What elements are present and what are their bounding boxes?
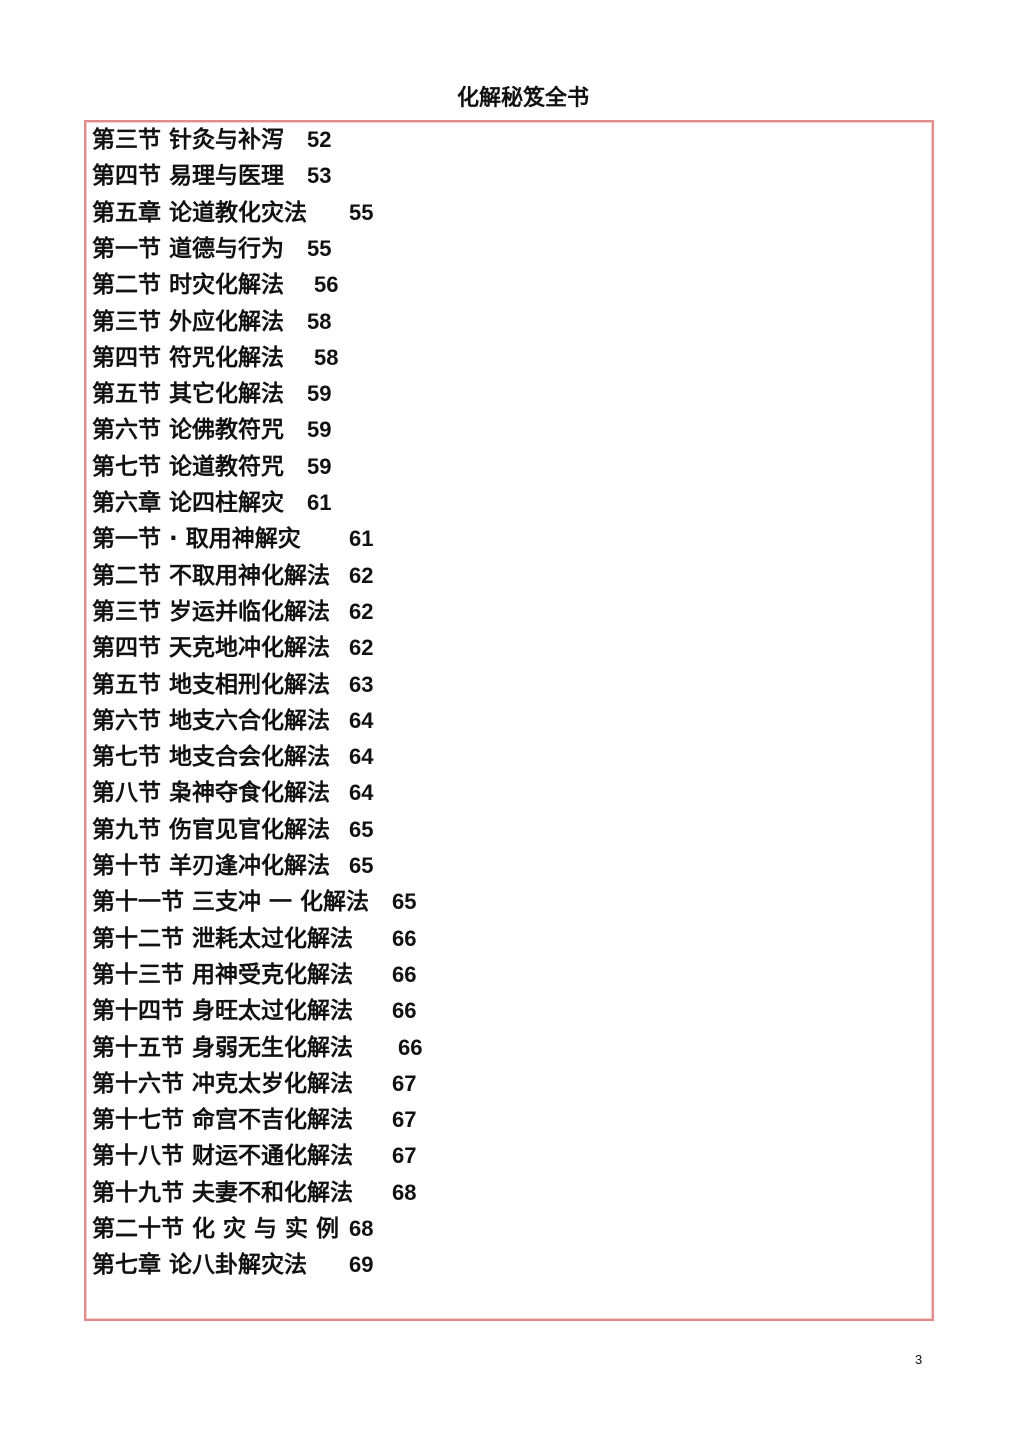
toc-entry-title: 第二节 不取用神化解法 xyxy=(92,562,331,589)
toc-entry-title: 第五节 地支相刑化解法 xyxy=(92,671,331,698)
toc-entry[interactable]: 第三节 外应化解法 58 xyxy=(92,304,331,340)
toc-frame xyxy=(84,120,934,1321)
toc-entry[interactable]: 第三节 岁运并临化解法 62 xyxy=(92,594,373,630)
toc-entry[interactable]: 第十节 羊刃逢冲化解法 65 xyxy=(92,848,373,884)
toc-entry-page: 64 xyxy=(349,744,374,770)
toc-entry-page: 66 xyxy=(392,961,417,987)
toc-entry[interactable]: 第十二节 泄耗太过化解法 66 xyxy=(92,921,416,957)
toc-entry[interactable]: 第七节 地支合会化解法 64 xyxy=(92,739,373,775)
toc-entry[interactable]: 第四节 易理与医理 53 xyxy=(92,158,331,194)
toc-entry-page: 59 xyxy=(307,453,332,479)
toc-entry-page: 63 xyxy=(349,671,374,697)
toc-entry-title: 第七节 论道教符咒 xyxy=(92,453,285,480)
toc-entry[interactable]: 第十九节 夫妻不和化解法 68 xyxy=(92,1175,416,1211)
toc-entry[interactable]: 第七章 论八卦解灾法 69 xyxy=(92,1247,373,1283)
toc-entry-page: 58 xyxy=(307,308,332,334)
toc-entry-title: 第四节 易理与医理 xyxy=(92,163,285,190)
toc-entry-page: 65 xyxy=(349,816,374,842)
toc-entry[interactable]: 第五节 其它化解法 59 xyxy=(92,376,331,412)
toc-entry-page: 64 xyxy=(349,707,374,733)
toc-entry-page: 56 xyxy=(314,272,339,298)
toc-entry-page: 67 xyxy=(392,1107,417,1133)
toc-entry[interactable]: 第二节 不取用神化解法 62 xyxy=(92,558,373,594)
toc-entry-title: 第十九节 夫妻不和化解法 xyxy=(92,1179,354,1206)
toc-entry-page: 59 xyxy=(307,381,332,407)
toc-entry-page: 65 xyxy=(392,889,417,915)
toc-entry-page: 62 xyxy=(349,635,374,661)
toc-entry-page: 61 xyxy=(349,526,374,552)
toc-entry-title: 第二十节 化 灾 与 实 例 xyxy=(92,1216,340,1242)
toc-entry[interactable]: 第三节 针灸与补泻 52 xyxy=(92,122,331,158)
toc-entry-title: 第十六节 冲克太岁化解法 xyxy=(92,1070,354,1097)
toc-entry-page: 67 xyxy=(392,1070,417,1096)
toc-entry[interactable]: 第一节 道德与行为 55 xyxy=(92,231,331,267)
toc-entry-title: 第三节 针灸与补泻 xyxy=(92,127,285,153)
toc-entry-title: 第五章 论道教化灾法 xyxy=(92,199,308,226)
toc-entry-title: 第十七节 命宫不吉化解法 xyxy=(92,1107,354,1134)
toc-entry-page: 59 xyxy=(307,417,332,443)
toc-entry[interactable]: 第十八节 财运不通化解法 67 xyxy=(92,1138,416,1174)
toc-entry[interactable]: 第二节 时灾化解法 56 xyxy=(92,267,338,303)
toc-entry[interactable]: 第五节 地支相刑化解法 63 xyxy=(92,667,373,703)
toc-entry-page: 66 xyxy=(392,925,417,951)
toc-entry-title: 第四节 天克地冲化解法 xyxy=(92,635,331,662)
toc-entry-title: 第十一节 三支冲 一 化解法 xyxy=(92,889,370,916)
toc-entry-title: 第六章 论四柱解灾 xyxy=(92,490,285,516)
toc-entry-title: 第十三节 用神受克化解法 xyxy=(92,961,354,988)
toc-entry[interactable]: 第八节 枭神夺食化解法 64 xyxy=(92,775,373,811)
toc-entry[interactable]: 第六节 论佛教符咒 59 xyxy=(92,412,331,448)
toc-entry[interactable]: 第五章 论道教化灾法 55 xyxy=(92,195,373,231)
toc-entry[interactable]: 第十一节 三支冲 一 化解法 65 xyxy=(92,884,416,920)
toc-entry-page: 61 xyxy=(307,490,332,515)
toc-entry-page: 55 xyxy=(307,235,332,261)
toc-entry-page: 65 xyxy=(349,853,374,878)
toc-entry-title: 第七章 论八卦解灾法 xyxy=(92,1252,308,1279)
toc-entry[interactable]: 第四节 符咒化解法 58 xyxy=(92,340,338,376)
toc-entry-title: 第十四节 身旺太过化解法 xyxy=(92,998,354,1025)
toc-entry-title: 第四节 符咒化解法 xyxy=(92,344,285,371)
toc-entry-title: 第十节 羊刃逢冲化解法 xyxy=(92,853,331,879)
toc-entry-page: 68 xyxy=(392,1179,417,1205)
toc-entry-page: 53 xyxy=(307,163,332,189)
toc-entry-title: 第十五节 身弱无生化解法 xyxy=(92,1034,354,1061)
toc-entry-page: 67 xyxy=(392,1143,417,1169)
toc-entry[interactable]: 第九节 伤官见官化解法 65 xyxy=(92,812,373,848)
toc-entry-page: 64 xyxy=(349,780,374,806)
toc-entry[interactable]: 第六章 论四柱解灾 61 xyxy=(92,485,331,521)
toc-entry-page: 66 xyxy=(398,1034,423,1060)
toc-entry[interactable]: 第十六节 冲克太岁化解法 67 xyxy=(92,1066,416,1102)
toc-entry-page: 62 xyxy=(349,598,374,624)
toc-entry-page: 55 xyxy=(349,199,374,225)
toc-entry[interactable]: 第一节 · 取用神解灾 61 xyxy=(92,521,373,557)
toc-entry-title: 第九节 伤官见官化解法 xyxy=(92,816,331,843)
toc-entry-title: 第三节 岁运并临化解法 xyxy=(92,598,331,625)
toc-entry-title: 第十二节 泄耗太过化解法 xyxy=(92,925,354,952)
toc-entry[interactable]: 第六节 地支六合化解法 64 xyxy=(92,703,373,739)
toc-entry-page: 66 xyxy=(392,998,417,1024)
toc-entry[interactable]: 第四节 天克地冲化解法 62 xyxy=(92,630,373,666)
toc-entry-page: 62 xyxy=(349,562,374,588)
toc-entry[interactable]: 第十五节 身弱无生化解法 66 xyxy=(92,1030,422,1066)
toc-entry[interactable]: 第十四节 身旺太过化解法 66 xyxy=(92,993,416,1029)
toc-entry-title: 第七节 地支合会化解法 xyxy=(92,744,331,771)
toc-entry-page: 58 xyxy=(314,344,339,370)
toc-entry-page: 52 xyxy=(307,127,332,152)
toc-entry[interactable]: 第十七节 命宫不吉化解法 67 xyxy=(92,1102,416,1138)
toc-entry-title: 第一节 · 取用神解灾 xyxy=(92,526,301,553)
toc-entry-title: 第六节 论佛教符咒 xyxy=(92,417,285,444)
toc-entry-title: 第二节 时灾化解法 xyxy=(92,272,285,299)
toc-entry-title: 第三节 外应化解法 xyxy=(92,308,285,335)
toc-entry[interactable]: 第十三节 用神受克化解法 66 xyxy=(92,957,416,993)
toc-entry-title: 第八节 枭神夺食化解法 xyxy=(92,780,331,807)
page-number: 3 xyxy=(915,1352,923,1367)
toc-entry-page: 68 xyxy=(349,1216,374,1241)
toc-entry-title: 第十八节 财运不通化解法 xyxy=(92,1143,354,1170)
toc-entry-title: 第六节 地支六合化解法 xyxy=(92,707,331,734)
toc-entry-page: 69 xyxy=(349,1252,374,1278)
document-title: 化解秘笈全书 xyxy=(456,85,589,111)
toc-entry[interactable]: 第七节 论道教符咒 59 xyxy=(92,449,331,485)
toc-entry-title: 第一节 道德与行为 xyxy=(92,235,285,262)
toc-entry-title: 第五节 其它化解法 xyxy=(92,381,285,408)
toc-entry[interactable]: 第二十节 化 灾 与 实 例 68 xyxy=(92,1211,373,1247)
